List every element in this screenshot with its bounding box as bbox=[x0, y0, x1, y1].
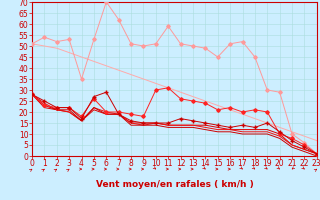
X-axis label: Vent moyen/en rafales ( km/h ): Vent moyen/en rafales ( km/h ) bbox=[96, 180, 253, 189]
